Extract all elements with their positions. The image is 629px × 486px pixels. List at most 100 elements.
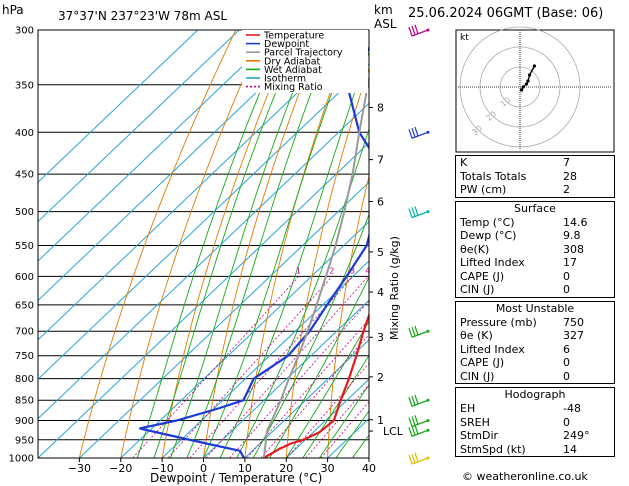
indices-panel: K 7 Totals Totals 28 PW (cm) 2 Surface Temp (… [455, 155, 615, 457]
mixing-ratio-label: 1 [296, 266, 301, 275]
pressure-tick-label: 800 [15, 374, 34, 385]
wind-barb [408, 415, 430, 428]
mixing-ratio-label: 8 [404, 266, 409, 275]
wet-adiabat-line [186, 30, 336, 458]
index-label: θe(K) [460, 242, 490, 256]
hodograph-unit-label: kt [460, 33, 469, 43]
index-value: 308 [563, 242, 584, 256]
km-tick-label: 7 [377, 154, 384, 167]
mixing-ratio-line [260, 333, 369, 458]
wind-barb [408, 24, 430, 37]
pressure-unit-label: hPa [2, 3, 24, 17]
mixing-ratio-line [246, 318, 369, 458]
wet-adiabat-line [236, 127, 369, 458]
index-value: 0 [563, 269, 570, 283]
dry-adiabat-line [285, 66, 369, 458]
index-row: Pressure (mb) 750 [456, 316, 614, 330]
index-label: StmDir [460, 429, 499, 442]
km-tick-label: 8 [377, 101, 384, 114]
wet-adiabat-line [153, 30, 302, 458]
index-label: Pressure (mb) [460, 315, 537, 329]
index-value: 0 [563, 283, 570, 296]
isotherm-line [38, 30, 281, 262]
index-row: StmSpd (kt) 14 [456, 443, 614, 457]
pressure-tick-label: 1000 [9, 454, 34, 465]
index-row: θe (K) 327 [456, 329, 614, 343]
index-value: 249° [563, 429, 590, 442]
pressure-tick-label: 400 [15, 128, 34, 139]
isotherm-line [285, 378, 369, 458]
chart-curves: 1 2 3 4 6 8 10 15 20 25 [139, 45, 409, 458]
dry-adiabat-line [203, 30, 325, 458]
x-tick-label: 10 [238, 462, 252, 475]
index-value: 750 [563, 315, 584, 329]
isotherm-line [203, 299, 369, 458]
x-tick-label: −30 [68, 462, 91, 475]
index-value: 28 [563, 169, 577, 183]
index-row: Temp (°C) 14.6 [456, 216, 614, 230]
pressure-tick-label: 550 [15, 241, 34, 252]
index-value: 0 [563, 369, 570, 383]
legend-item-label: Dry Adiabat [264, 56, 321, 67]
index-row: CAPE (J) 0 [456, 270, 614, 284]
km-tick-label: 6 [377, 195, 384, 208]
wet-adiabat-line [285, 320, 369, 458]
index-row: PW (cm) 2 [456, 183, 614, 197]
mixing-ratio-line [229, 300, 369, 458]
isotherm-line [38, 30, 364, 341]
x-tick-label: 20 [279, 462, 293, 475]
surface-table: Surface Temp (°C) 14.6 Dewp (°C) 9.8 θe(K) 30… [455, 200, 615, 298]
pressure-tick-label: 500 [15, 207, 34, 218]
legend-item-label: Parcel Trajectory [264, 48, 343, 59]
wet-adiabat-line [203, 30, 356, 458]
wet-adiabat-line [252, 212, 369, 458]
index-label: Lifted Index [460, 342, 525, 356]
index-label: SREH [460, 415, 490, 429]
legend-item-label: Isotherm [264, 74, 306, 85]
mixing-ratio-line [286, 362, 369, 458]
index-label: θe (K) [460, 329, 493, 342]
index-row: Totals Totals 28 [456, 170, 614, 184]
dry-adiabat-line [368, 434, 369, 458]
wind-barb [408, 206, 430, 219]
location-label: 37°37'N 237°23'W 78m ASL [58, 9, 227, 23]
index-value: 2 [563, 183, 570, 196]
pressure-tick-label: 950 [15, 435, 34, 446]
index-label: PW (cm) [460, 183, 507, 196]
x-tick-label: 40 [362, 462, 376, 475]
isotherm-line [38, 142, 369, 458]
pressure-tick-label: 450 [15, 170, 34, 181]
datetime-title: 25.06.2024 06GMT (Base: 06) [408, 6, 604, 21]
index-row: Lifted Index 6 [456, 343, 614, 357]
legend-item-label: Mixing Ratio [264, 82, 323, 93]
index-value: 0 [563, 356, 570, 369]
pressure-tick-label: 600 [15, 272, 34, 283]
wet-adiabat-line [269, 276, 369, 458]
index-row: CIN (J) 0 [456, 370, 614, 384]
pressure-tick-label: 300 [15, 26, 34, 37]
x-tick-label: 30 [321, 462, 335, 475]
hodograph-point [528, 73, 532, 77]
temperature-series-line [263, 311, 369, 458]
hodograph-point [524, 82, 529, 86]
surface-title: Surface [514, 201, 556, 215]
most-unstable-table: Most Unstable Pressure (mb) 750 θe (K) 327 L… [455, 300, 615, 384]
mixing-ratio-label: 2 [329, 266, 334, 275]
mixing-ratio-line [205, 276, 369, 458]
asl-label: ASL [374, 17, 397, 31]
index-label: CAPE (J) [460, 356, 505, 369]
index-row: Lifted Index 17 [456, 256, 614, 270]
index-label: Totals Totals [460, 169, 527, 183]
hodograph-table: Hodograph EH -48 SREH 0 StmDir 249° StmSpd (kt… [455, 387, 615, 457]
wind-barb [408, 452, 430, 465]
x-tick-label: −20 [109, 462, 132, 475]
indices-top-table: K 7 Totals Totals 28 PW (cm) 2 [455, 155, 615, 198]
mixing-ratio-line [132, 276, 300, 458]
mixing-ratio-label: 4 [365, 266, 370, 275]
index-value: 9.8 [563, 229, 581, 242]
pressure-tick-label: 850 [15, 396, 34, 407]
index-label: CAPE (J) [460, 269, 505, 283]
index-value: 6 [563, 342, 570, 356]
hodograph-title: Hodograph [504, 388, 566, 401]
